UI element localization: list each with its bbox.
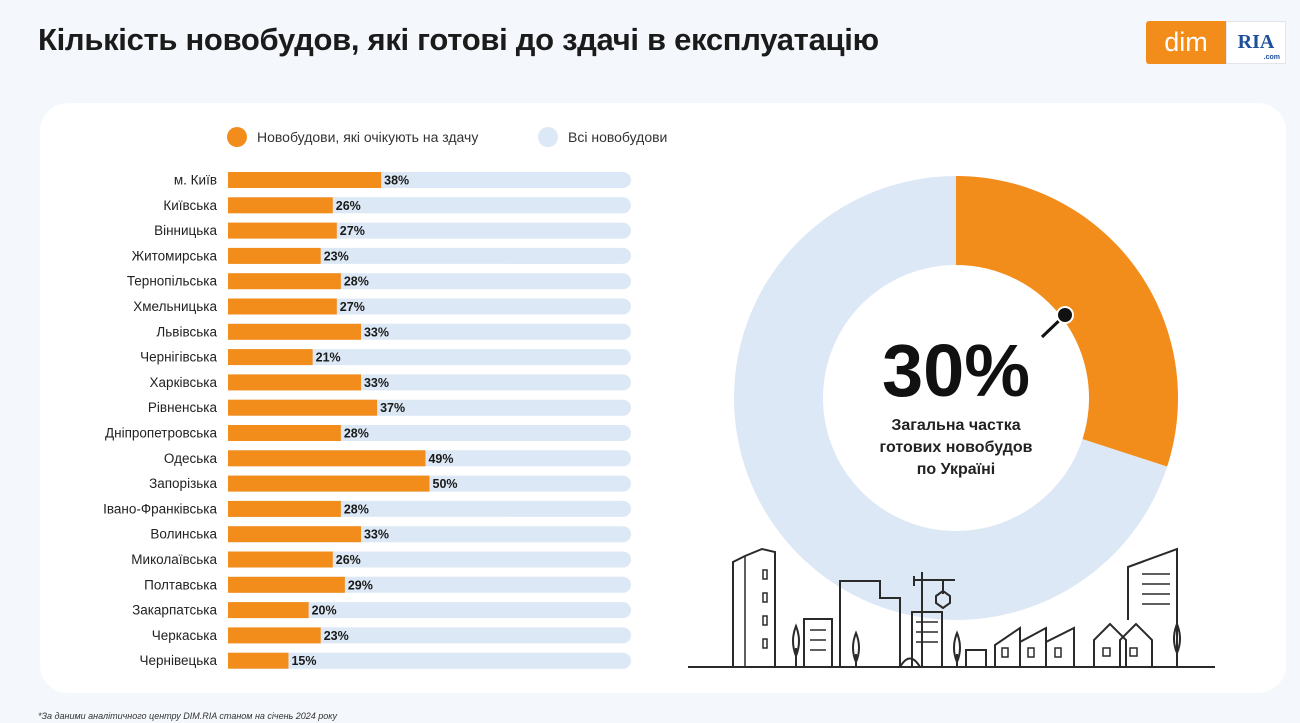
bar-value-label: 26%	[336, 553, 361, 567]
category-label: Рівненська	[148, 400, 218, 415]
bar-value-label: 33%	[364, 528, 389, 542]
logo-ria: RIA .com	[1226, 21, 1286, 64]
bar-value-label: 20%	[312, 604, 337, 618]
bar	[228, 298, 337, 315]
legend-swatch-pending	[227, 127, 247, 147]
bar-value-label: 23%	[324, 249, 349, 263]
category-label: Миколаївська	[131, 552, 217, 567]
bar	[228, 500, 341, 517]
bar	[228, 172, 382, 188]
bar-value-label: 33%	[364, 376, 389, 390]
bar	[228, 273, 341, 290]
bar	[228, 323, 361, 340]
bar	[228, 450, 426, 467]
donut-center-label-1: Загальна частка	[891, 417, 1020, 434]
category-label: Закарпатська	[132, 603, 217, 618]
category-label: Івано-Франківська	[103, 501, 217, 516]
bar	[228, 374, 361, 391]
category-label: Волинська	[150, 527, 217, 542]
bar-track	[228, 627, 631, 644]
bar	[228, 349, 313, 366]
bar-value-label: 49%	[428, 452, 453, 466]
donut-center-label-2: готових новобудов	[879, 439, 1032, 456]
bar-value-label: 33%	[364, 325, 389, 339]
bar-value-label: 27%	[340, 300, 365, 314]
category-label: Харківська	[150, 375, 218, 390]
legend-swatch-all	[538, 127, 558, 147]
bar-track	[228, 652, 631, 669]
legend-label-pending: Новобудови, які очікують на здачу	[257, 129, 479, 145]
bar-value-label: 21%	[316, 351, 341, 365]
category-label: Черкаська	[152, 628, 218, 643]
bar	[228, 652, 289, 669]
category-label: Чернігівська	[140, 350, 217, 365]
bar	[228, 197, 333, 214]
bar	[228, 576, 345, 593]
category-label: Тернопільська	[127, 274, 218, 289]
bar	[228, 399, 378, 416]
bar-value-label: 28%	[344, 427, 369, 441]
category-label: Київська	[163, 198, 217, 213]
donut-center-label-3: по Україні	[917, 461, 996, 478]
page-title: Кількість новобудов, які готові до здачі…	[38, 22, 879, 57]
category-label: Запорізька	[149, 476, 217, 491]
bar-track	[228, 602, 631, 619]
bar-track	[228, 247, 631, 264]
bar-value-label: 23%	[324, 629, 349, 643]
bar	[228, 602, 309, 619]
bar	[228, 627, 321, 644]
bar-value-label: 27%	[340, 224, 365, 238]
category-label: Львівська	[156, 324, 217, 339]
logo-ria-suffix: .com	[1263, 54, 1280, 61]
legend-item-pending: Новобудови, які очікують на здачу	[227, 127, 478, 147]
bar	[228, 425, 341, 441]
category-label: Одеська	[164, 451, 218, 466]
category-label: Чернівецька	[140, 653, 218, 668]
bar-value-label: 29%	[348, 578, 373, 592]
category-label: м. Київ	[174, 173, 217, 188]
bar	[228, 222, 337, 239]
logo-dim: dim	[1146, 21, 1226, 64]
bar	[228, 247, 321, 264]
bar-track	[228, 349, 631, 366]
bar	[228, 475, 430, 492]
legend-item-all: Всі новобудови	[538, 127, 667, 147]
category-label: Дніпропетровська	[105, 426, 217, 441]
footnote: *За даними аналітичного центру DIM.RIA с…	[38, 711, 338, 721]
donut-slice-rest	[734, 176, 1168, 620]
bar-value-label: 15%	[291, 654, 316, 668]
category-label: Вінницька	[154, 223, 217, 238]
bar-value-label: 28%	[344, 275, 369, 289]
bar-value-label: 37%	[380, 401, 405, 415]
category-label: Хмельницька	[133, 299, 217, 314]
bar-value-label: 28%	[344, 502, 369, 516]
logo-ria-text: RIA	[1237, 31, 1275, 53]
donut-pointer-dot	[1056, 306, 1074, 324]
bar-value-label: 26%	[336, 199, 361, 213]
donut-center-value: 30%	[882, 329, 1030, 412]
category-label: Житомирська	[132, 248, 218, 263]
bar-value-label: 50%	[433, 477, 458, 491]
bar-value-label: 38%	[384, 174, 409, 188]
bar	[228, 526, 361, 543]
bar	[228, 551, 333, 568]
legend-label-all: Всі новобудови	[568, 129, 668, 145]
category-label: Полтавська	[144, 577, 217, 592]
dim-ria-logo[interactable]: dim RIA .com	[1146, 21, 1286, 64]
